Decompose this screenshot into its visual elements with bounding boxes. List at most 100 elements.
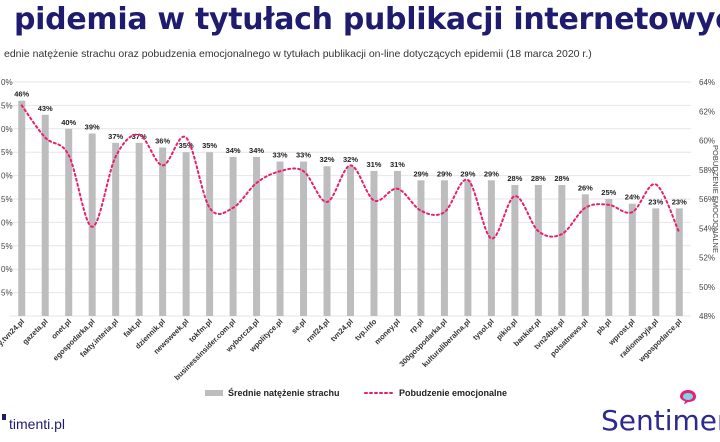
bar [276, 161, 284, 316]
bar [253, 156, 261, 316]
y-left-tick-label: 5% [1, 195, 13, 204]
bar-value-label: 33% [296, 151, 311, 160]
brand-logo: Sentimenti [601, 404, 720, 437]
bar [323, 166, 331, 316]
bar [581, 194, 589, 316]
y-left-tick-label: 0% [1, 78, 13, 87]
y-left-tick-label: 5% [1, 242, 13, 251]
x-tick-label: fakt.pl [122, 317, 144, 339]
bar-value-label: 29% [437, 169, 452, 178]
bar-value-label: 28% [507, 174, 522, 183]
chart-title: pidemia w tytułach publikacji internetow… [14, 2, 720, 37]
x-tick-label: money.pl [373, 317, 402, 346]
bar-value-label: 34% [249, 146, 264, 155]
bar [159, 147, 167, 316]
bar [206, 152, 214, 316]
y-right-tick-label: 48% [699, 312, 715, 321]
bar [464, 180, 472, 316]
bar-value-label: 43% [38, 104, 53, 113]
bar-value-label: 31% [390, 160, 405, 169]
bar [65, 128, 73, 316]
bar-value-label: 37% [108, 132, 123, 141]
x-tick-label: pb.pl [594, 317, 613, 336]
bar-value-label: 40% [61, 118, 76, 127]
x-tick-label: se.pl [289, 317, 307, 335]
bar-value-label: 24% [625, 193, 640, 202]
y-right-tick-label: 60% [699, 137, 715, 146]
bar-value-label: 39% [85, 122, 100, 131]
bar [534, 184, 542, 316]
legend-bar-swatch [205, 390, 223, 396]
bar [182, 152, 190, 316]
bar [300, 161, 308, 316]
bar [18, 100, 26, 316]
x-tick-label: gazeta.pl [21, 317, 50, 346]
bar-value-label: 33% [273, 151, 288, 160]
chart-subtitle: ednie natężenie strachu oraz pobudzenia … [4, 48, 592, 60]
x-tick-label: tysol.pl [471, 317, 496, 342]
bar-value-label: 32% [320, 155, 335, 164]
bar-value-label: 35% [202, 141, 217, 150]
x-tick-label: tvn24.pl [329, 317, 355, 343]
y-right-tick-label: 62% [699, 107, 715, 116]
footer-site-text: timenti.pl [9, 416, 66, 432]
y-right-tick-label: 50% [699, 283, 715, 292]
y-left-tick-label: 0% [1, 125, 13, 134]
bar [511, 184, 519, 316]
bar-value-label: 28% [531, 174, 546, 183]
y-left-tick-label: 5% [1, 289, 13, 298]
legend-label-strach: Średnie natężenie strachu [228, 387, 340, 398]
bar-value-label: 35% [179, 141, 194, 150]
bar [558, 184, 566, 316]
y-left-tick-label: 5% [1, 148, 13, 157]
bar [112, 142, 120, 316]
bar [41, 114, 49, 316]
bar-value-label: 23% [672, 197, 687, 206]
x-tick-label: rp.pl [408, 317, 426, 335]
y-right-axis-title: POBUDZENIE EMOCJONALNE [711, 145, 720, 253]
y-right-tick-label: 64% [699, 78, 715, 87]
bar [675, 208, 683, 316]
bar [88, 133, 96, 316]
bar-value-label: 46% [14, 90, 29, 99]
bar-value-label: 34% [226, 146, 241, 155]
speech-bubble-icon [680, 390, 696, 405]
y-right-tick-label: 52% [699, 254, 715, 263]
footer-site: timenti.pl [2, 414, 66, 432]
y-right-tick-label: 54% [699, 224, 715, 233]
legend-label-pobudzenie: Pobudzenie emocjonalne [399, 388, 507, 398]
line-series-pobudzenie [20, 104, 681, 240]
x-tick-label: rmf24.pl [304, 317, 331, 344]
bar [135, 142, 143, 316]
y-left-tick-label: 0% [1, 172, 13, 181]
y-right-tick-label: 56% [699, 195, 715, 204]
bar [605, 199, 613, 316]
bar [393, 170, 401, 316]
x-tick-label: wgospodarce.pl [636, 317, 683, 364]
bar-value-label: 28% [554, 174, 569, 183]
y-right-tick-label: 58% [699, 166, 715, 175]
bar-value-label: 29% [460, 169, 475, 178]
bar-value-label: 29% [484, 169, 499, 178]
x-tick-label: y.tvn24.pl [0, 317, 26, 347]
bar-value-label: 26% [578, 183, 593, 192]
bar-value-label: 23% [648, 197, 663, 206]
y-left-tick-label: 5% [1, 101, 13, 110]
y-left-tick-label: 0% [1, 265, 13, 274]
bar-value-label: 31% [366, 160, 381, 169]
bar [487, 180, 495, 316]
site-mark-icon [2, 414, 6, 421]
bar [628, 203, 636, 316]
bar [347, 166, 354, 316]
bar [229, 156, 237, 316]
bar [440, 180, 448, 316]
bar-value-label: 29% [413, 169, 428, 178]
bar [652, 208, 660, 316]
bar [417, 180, 425, 316]
bar-value-label: 36% [155, 137, 170, 146]
bar-value-label: 32% [343, 155, 358, 164]
y-left-tick-label: 0% [1, 218, 13, 227]
bar [370, 170, 378, 316]
